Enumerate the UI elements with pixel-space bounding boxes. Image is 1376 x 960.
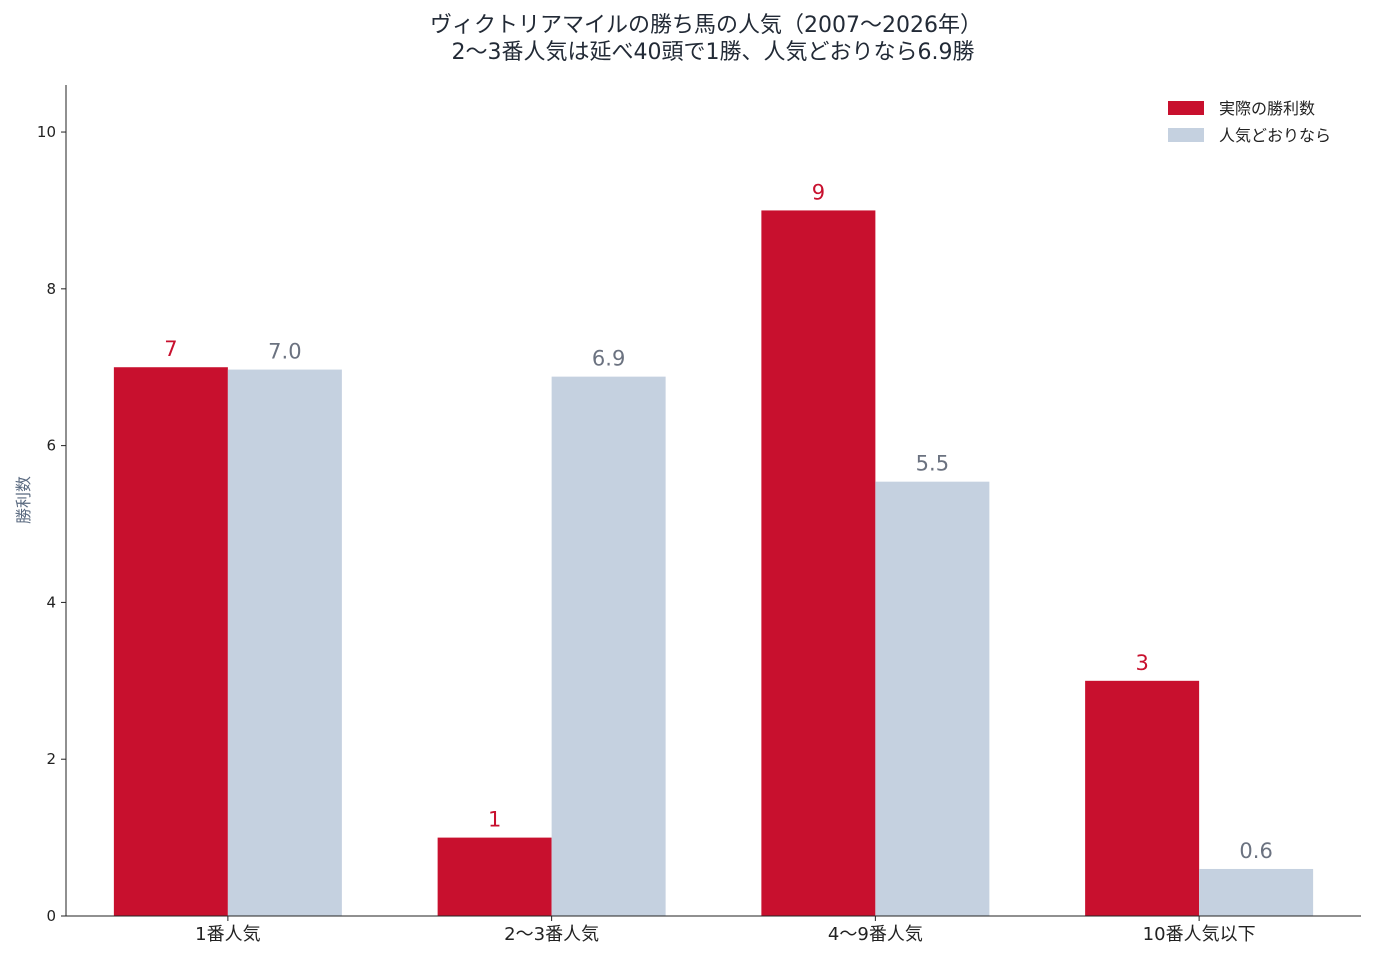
bar-expected [227, 369, 342, 916]
y-axis: 0 2 4 6 8 10 [37, 85, 67, 925]
legend-swatch-actual [1168, 101, 1204, 115]
bar-expected [1199, 868, 1314, 916]
data-label-actual: 9 [812, 180, 825, 204]
y-tick-label: 4 [46, 593, 56, 611]
data-label-expected: 6.9 [592, 347, 625, 371]
x-tick-label: 1番人気 [195, 924, 260, 945]
data-label-actual: 1 [488, 808, 501, 832]
data-label-expected: 7.0 [268, 340, 301, 364]
bar-actual [437, 837, 552, 916]
legend-label-actual: 実際の勝利数 [1219, 99, 1315, 118]
x-tick-label: 4〜9番人気 [828, 924, 923, 945]
legend-label-expected: 人気どおりなら [1219, 126, 1331, 145]
legend: 実際の勝利数 人気どおりなら [1168, 99, 1331, 145]
bar-actual [1085, 680, 1200, 916]
bar-actual [761, 210, 876, 916]
x-tick-label: 2〜3番人気 [504, 924, 599, 945]
x-tick-label: 10番人気以下 [1143, 924, 1256, 945]
y-tick-label: 8 [46, 280, 56, 298]
y-tick-label: 6 [46, 437, 56, 455]
bar-expected [875, 481, 990, 916]
chart-title: ヴィクトリアマイルの勝ち馬の人気（2007〜2026年） [430, 13, 982, 38]
bars-group: 7 7.0 1 6.9 9 5.5 3 0.6 [113, 180, 1314, 916]
bar-expected [551, 376, 666, 916]
chart-subtitle: 2〜3番人気は延べ40頭で1勝、人気どおりなら6.9勝 [452, 40, 975, 65]
bar-actual [113, 367, 228, 916]
y-tick-label: 2 [46, 750, 56, 768]
data-label-actual: 7 [164, 337, 177, 361]
y-axis-label: 勝利数 [14, 476, 33, 524]
data-label-expected: 5.5 [916, 452, 949, 476]
x-axis: 1番人気 2〜3番人気 4〜9番人気 10番人気以下 [66, 915, 1361, 945]
legend-swatch-expected [1168, 128, 1204, 142]
data-label-expected: 0.6 [1239, 839, 1272, 863]
data-label-actual: 3 [1135, 651, 1148, 675]
y-tick-label: 10 [37, 123, 56, 141]
y-tick-label: 0 [46, 907, 56, 925]
